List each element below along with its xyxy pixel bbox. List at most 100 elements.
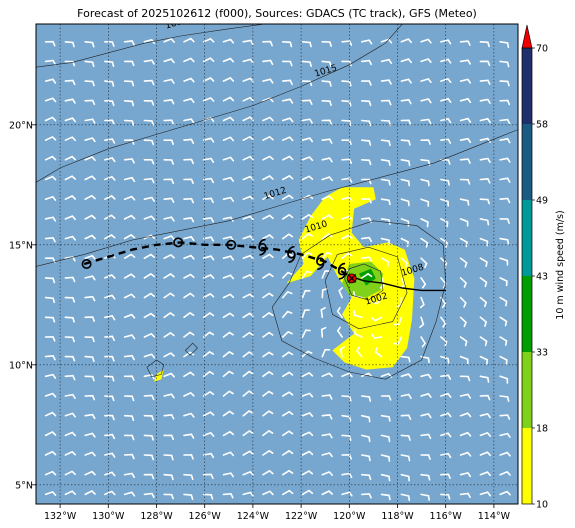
wind-barb — [104, 335, 115, 342]
wind-barb — [64, 41, 75, 48]
wind-barb — [419, 316, 425, 328]
wind-barb — [242, 410, 254, 417]
wind-barb — [321, 138, 333, 144]
wind-barb — [282, 271, 293, 279]
wind-barb — [301, 232, 313, 240]
wind-barb — [262, 97, 274, 103]
wind-barb — [380, 237, 391, 246]
wind-barb — [499, 237, 510, 245]
wind-barb — [242, 254, 254, 260]
wind-barb — [44, 257, 56, 263]
wind-barb — [163, 235, 175, 240]
wind-barb — [459, 492, 471, 498]
wind-barb — [262, 292, 274, 299]
wind-barb — [420, 336, 427, 348]
wind-barb — [479, 60, 491, 67]
wind-barb — [420, 159, 431, 166]
wind-barb — [123, 176, 136, 183]
wind-barb — [262, 59, 274, 66]
wind-barb — [202, 292, 215, 299]
wind-barb — [400, 473, 410, 482]
wind-barb — [459, 375, 471, 382]
wind-barb — [420, 277, 427, 289]
wind-barb — [341, 234, 353, 240]
wind-barb — [420, 218, 429, 228]
wind-barb — [440, 257, 448, 268]
wind-barb — [242, 215, 254, 221]
colorbar-label: 10 m wind speed (m/s) — [555, 210, 566, 319]
wind-barb — [372, 296, 383, 305]
wind-barb — [282, 213, 294, 220]
wind-barb — [104, 490, 116, 496]
wind-barb — [371, 316, 383, 322]
wind-barb — [44, 354, 56, 361]
wind-barb — [123, 214, 136, 220]
wind-barb — [163, 139, 174, 145]
wind-barb — [123, 453, 135, 460]
wind-barb — [163, 331, 175, 338]
wind-barb — [301, 309, 310, 319]
wind-barb — [202, 350, 215, 358]
wind-barb — [479, 41, 490, 48]
wind-barb — [163, 292, 175, 299]
wind-barb — [420, 118, 432, 125]
wind-barb — [440, 178, 450, 186]
wind-barb — [282, 117, 294, 123]
wind-barb — [400, 38, 412, 44]
wind-barb — [123, 273, 136, 279]
wind-barb — [242, 116, 254, 122]
wind-barb — [459, 431, 472, 437]
wind-barb — [163, 393, 175, 399]
wind-barb — [393, 316, 403, 326]
longitude-tick-label: 130°W — [92, 511, 125, 522]
wind-barb — [183, 454, 194, 460]
wind-barb — [64, 155, 76, 161]
wind-barb — [143, 215, 156, 221]
wind-barb — [222, 57, 235, 63]
wind-barb — [301, 251, 313, 259]
wind-barb — [361, 272, 373, 279]
wind-barb — [499, 277, 508, 287]
wind-barb — [380, 473, 391, 482]
wind-barb — [420, 454, 431, 460]
wind-barb — [84, 60, 95, 68]
wind-barb — [222, 235, 234, 242]
wind-barb — [44, 97, 57, 103]
wind-barb — [44, 411, 57, 417]
wind-barb — [123, 354, 135, 361]
wind-barb — [440, 198, 449, 207]
wind-barb — [44, 155, 57, 161]
wind-barb — [341, 139, 352, 145]
wind-barb — [321, 214, 333, 220]
graticule — [36, 24, 518, 504]
wind-barb — [282, 79, 293, 86]
latitude-tick-label: 5°N — [15, 480, 33, 491]
wind-barb — [499, 118, 511, 125]
wind-barb — [222, 274, 235, 280]
wind-barb — [104, 60, 115, 67]
wind-barb — [420, 493, 430, 501]
colorbar-extend-arrow — [521, 24, 533, 49]
wind-barb — [400, 139, 411, 146]
wind-barb — [440, 374, 452, 380]
wind-barb — [361, 414, 371, 423]
latitude-tick-label: 20°N — [9, 120, 33, 131]
wind-barb — [44, 116, 57, 122]
wind-barb — [301, 350, 313, 358]
wind-barb — [499, 41, 510, 48]
wind-barb — [320, 307, 326, 319]
wind-barb — [183, 138, 195, 144]
wind-barb — [282, 155, 294, 161]
wind-barb — [380, 119, 392, 126]
wind-barb — [262, 331, 274, 338]
wind-barb — [183, 37, 195, 43]
wind-barb — [143, 353, 156, 359]
wind-barb — [400, 493, 411, 502]
wind-barb — [143, 292, 155, 299]
wind-barb — [222, 38, 235, 44]
wind-barb — [84, 234, 96, 240]
wind-barb — [222, 472, 234, 478]
wind-barb — [321, 394, 333, 400]
